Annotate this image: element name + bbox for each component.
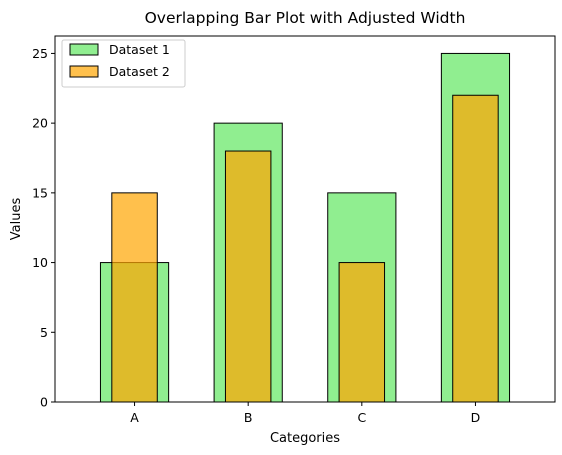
x-tick-label: C bbox=[357, 410, 366, 425]
x-axis: A B C D bbox=[130, 402, 480, 425]
legend-label-dataset-1: Dataset 1 bbox=[109, 42, 170, 57]
x-tick-label: D bbox=[471, 410, 481, 425]
y-tick-label: 10 bbox=[32, 255, 48, 270]
y-tick-label: 5 bbox=[40, 325, 48, 340]
y-tick-label: 20 bbox=[32, 116, 48, 131]
y-axis-label: Values bbox=[9, 198, 24, 241]
chart-title: Overlapping Bar Plot with Adjusted Width bbox=[145, 9, 466, 27]
legend-swatch-dataset-1 bbox=[69, 43, 99, 56]
y-tick-label: 15 bbox=[32, 185, 48, 200]
bar-series-2-d bbox=[452, 94, 499, 403]
y-tick-label: 0 bbox=[40, 395, 48, 410]
y-tick-label: 25 bbox=[32, 46, 48, 61]
x-axis-label: Categories bbox=[270, 431, 340, 446]
bars-group bbox=[99, 52, 511, 403]
legend-swatch-dataset-2 bbox=[69, 65, 99, 78]
legend-label-dataset-2: Dataset 2 bbox=[109, 64, 170, 79]
bar-series-2-c bbox=[338, 262, 386, 403]
x-tick-label: A bbox=[130, 410, 139, 425]
x-tick-label: B bbox=[244, 410, 253, 425]
plot-frame bbox=[54, 35, 556, 403]
y-axis: 0 5 10 15 20 25 bbox=[32, 46, 55, 410]
bar-series-2-b bbox=[224, 150, 272, 403]
legend: Dataset 1 Dataset 2 bbox=[61, 39, 186, 88]
bar-series-2-a bbox=[111, 192, 158, 403]
